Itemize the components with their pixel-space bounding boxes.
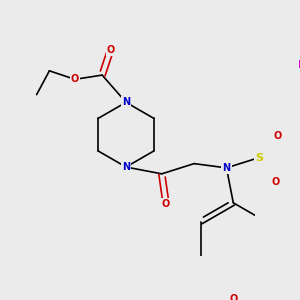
Text: N: N	[222, 163, 230, 173]
Text: N: N	[122, 97, 130, 107]
Text: O: O	[106, 44, 115, 55]
Text: F: F	[298, 60, 300, 70]
Text: O: O	[71, 74, 79, 84]
Text: O: O	[272, 176, 280, 187]
Text: N: N	[122, 162, 130, 172]
Text: O: O	[229, 294, 237, 300]
Text: S: S	[255, 153, 263, 163]
Text: O: O	[162, 199, 170, 208]
Text: O: O	[273, 131, 282, 141]
